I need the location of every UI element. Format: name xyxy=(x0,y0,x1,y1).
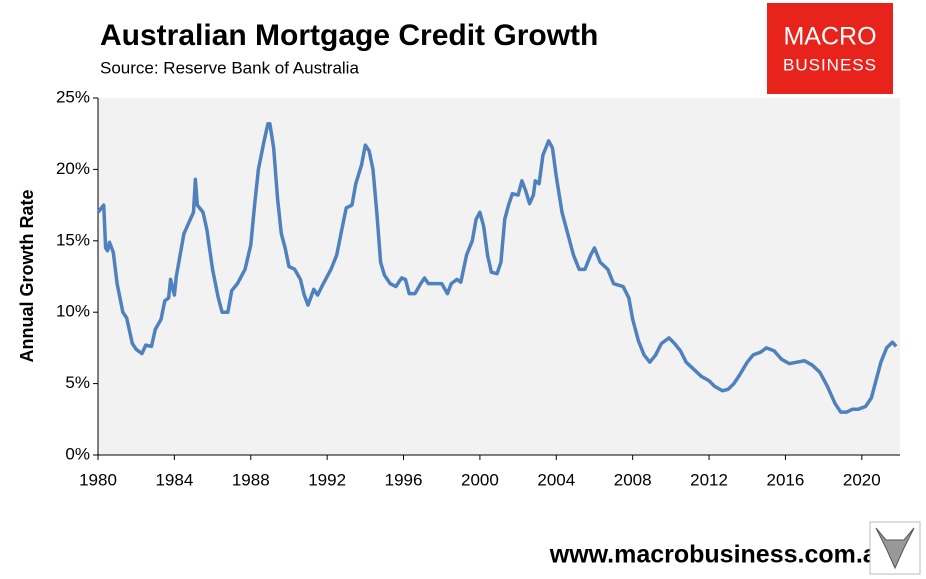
chart-subtitle: Source: Reserve Bank of Australia xyxy=(100,58,359,77)
logo-text: BUSINESS xyxy=(783,55,877,74)
series-line xyxy=(96,121,898,414)
logo-text: MACRO xyxy=(783,23,876,51)
y-tick-label: 5% xyxy=(65,373,90,392)
x-tick-label: 2020 xyxy=(843,470,881,489)
plot-area xyxy=(98,98,900,455)
y-tick-label: 20% xyxy=(56,159,90,178)
fox-icon xyxy=(869,521,921,575)
x-tick-label: 2004 xyxy=(537,470,575,489)
x-tick-label: 2016 xyxy=(767,470,805,489)
y-tick-label: 0% xyxy=(65,444,90,463)
x-tick-label: 1996 xyxy=(385,470,423,489)
x-tick-label: 1980 xyxy=(79,470,117,489)
y-tick-label: 15% xyxy=(56,230,90,249)
x-tick-label: 1988 xyxy=(232,470,270,489)
x-tick-label: 1984 xyxy=(155,470,193,489)
y-tick-label: 10% xyxy=(56,302,90,321)
chart-title: Australian Mortgage Credit Growth xyxy=(100,19,598,52)
x-tick-label: 1992 xyxy=(308,470,346,489)
footer-url: www.macrobusiness.com.au xyxy=(549,541,892,569)
x-tick-label: 2012 xyxy=(690,470,728,489)
x-tick-label: 2008 xyxy=(614,470,652,489)
x-tick-label: 2000 xyxy=(461,470,499,489)
y-axis-title: Annual Growth Rate xyxy=(17,189,37,362)
logo-box xyxy=(767,3,893,94)
y-tick-label: 25% xyxy=(56,87,90,106)
